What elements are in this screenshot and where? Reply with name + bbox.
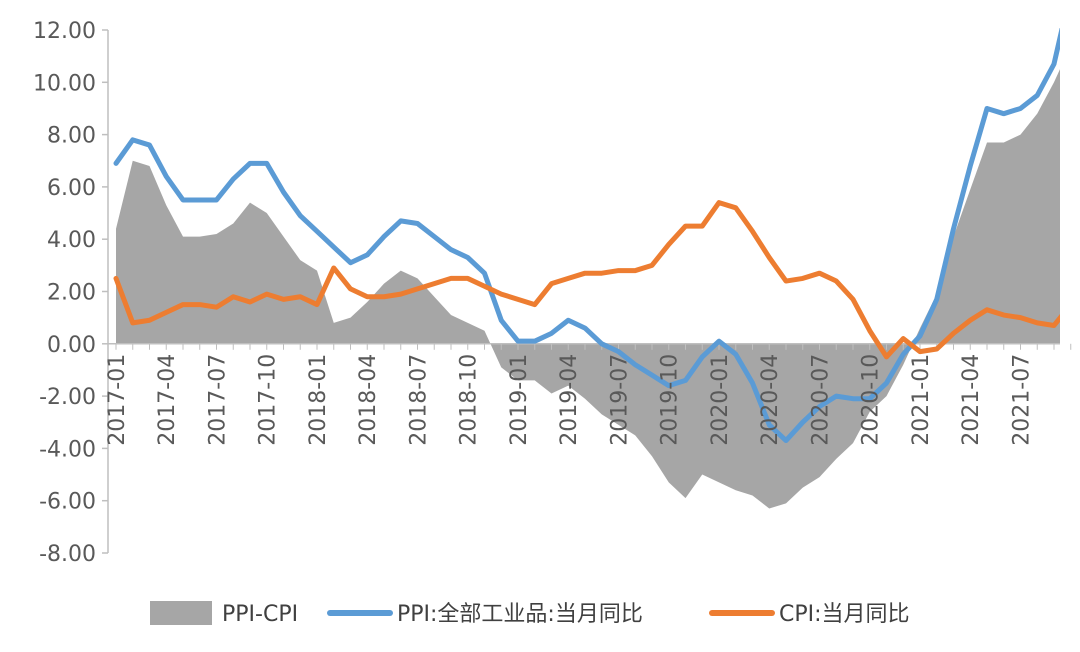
y-tick-label: 10.00 [33,71,96,96]
y-tick-label: -8.00 [39,542,96,567]
x-tick-labels: 2017-01 2017-04 2017-07 2017-10 2018-01 2018-… [105,354,1035,446]
x-tick-label: 2017-07 [206,354,231,446]
line-series-cpi [113,200,1060,360]
y-tick-label: 0.00 [47,333,96,358]
x-tick-label: 2019-01 [507,354,532,446]
x-tick-label: 2019-07 [608,354,633,446]
y-tick-label: -2.00 [39,385,96,410]
legend: PPI-CPI PPI:全部工业品:当月同比 CPI:当月同比 [150,601,910,627]
y-tick-label: 12.00 [33,19,96,44]
legend-label-ppi-cpi: PPI-CPI [222,602,298,627]
y-tick-label: 6.00 [47,176,96,201]
y-tick-label: -4.00 [39,437,96,462]
legend-label-ppi: PPI:全部工业品:当月同比 [397,602,643,627]
x-tick-label: 2018-07 [407,354,432,446]
x-tick-label: 2021-04 [959,354,984,446]
x-tick-label: 2018-01 [306,354,331,446]
line-series-layer [113,28,1060,444]
legend-swatch-ppi-cpi [150,601,212,625]
y-tick-labels: 12.00 10.00 8.00 6.00 4.00 2.00 0.00 -2.00 -4.00… [33,19,96,567]
x-tick-label: 2017-01 [105,354,130,446]
legend-label-cpi: CPI:当月同比 [779,602,910,627]
x-tick-label: 2018-04 [356,354,381,446]
x-tick-label: 2017-10 [256,354,281,446]
x-tick-label: 2021-01 [909,354,934,446]
x-tick-label: 2018-10 [457,354,482,446]
area-series-ppi-cpi [116,69,1060,509]
x-tick-label: 2021-07 [1010,354,1035,446]
y-tick-label: 8.00 [47,124,96,149]
y-tick-label: -6.00 [39,490,96,515]
x-tick-label: 2020-07 [809,354,834,446]
x-tick-label: 2019-04 [557,354,582,446]
x-tick-label: 2020-01 [708,354,733,446]
y-tick-label: 2.00 [47,281,96,306]
y-tick-label: 4.00 [47,228,96,253]
x-tick-label: 2020-04 [758,354,783,446]
x-tick-label: 2019-10 [658,354,683,446]
area-series-layer [116,69,1060,509]
x-tick-label: 2017-04 [155,354,180,446]
x-tick-label: 2020-10 [859,354,884,446]
